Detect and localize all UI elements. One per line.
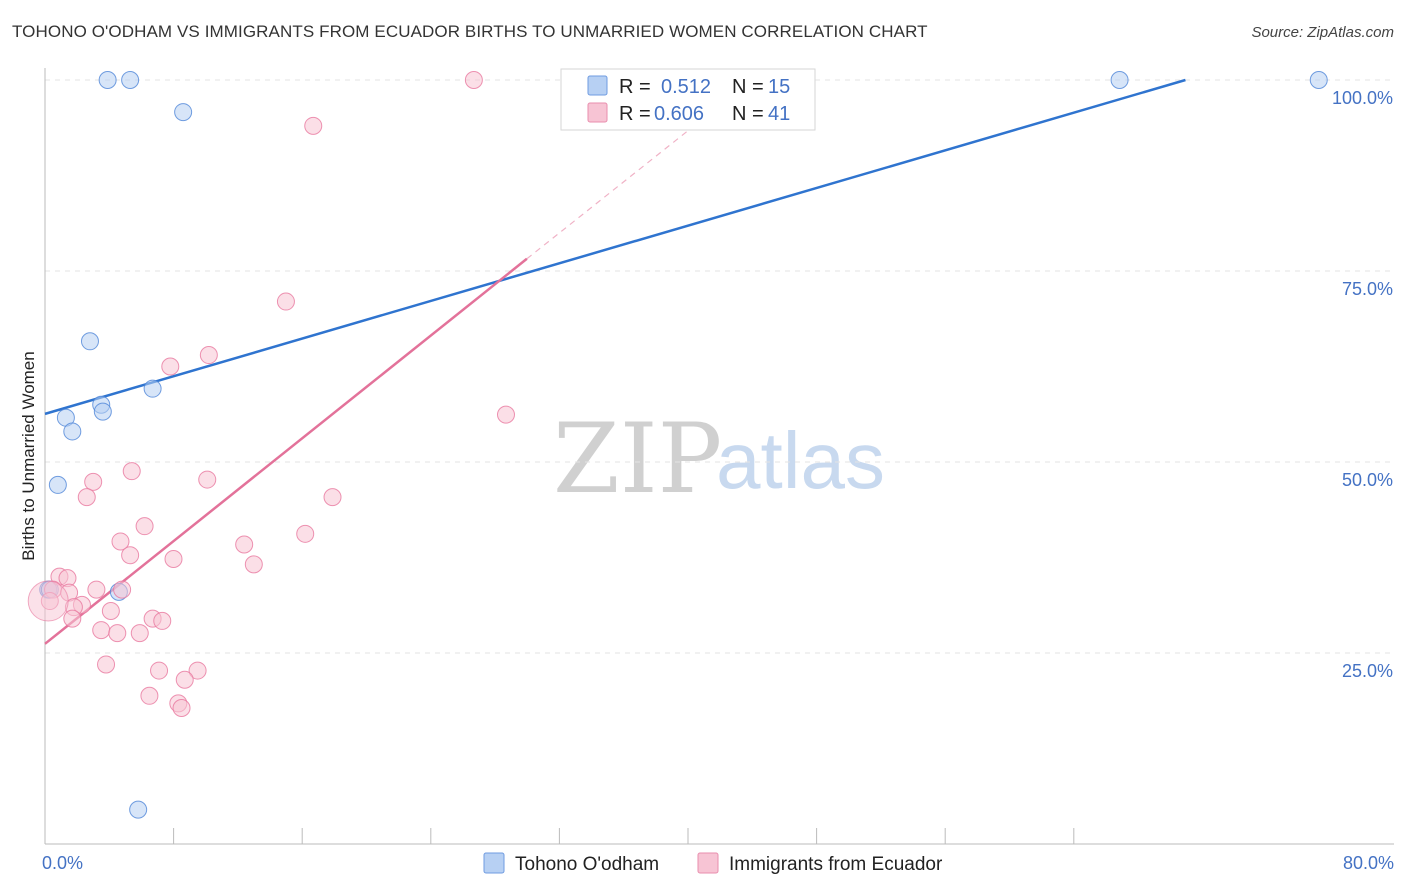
point-blue-13 xyxy=(129,800,148,819)
legend: R = 0.512 N = 15 R = 0.606 N = 41 xyxy=(560,68,816,131)
point-pink-0 xyxy=(464,71,483,89)
point-pink-7 xyxy=(84,472,103,491)
point-pink-15 xyxy=(121,546,140,565)
point-blue-1 xyxy=(121,71,140,89)
y-tick-label-3: 25.0% xyxy=(1342,661,1393,681)
legend-swatch-blue xyxy=(587,75,608,96)
legend-swatch-pink xyxy=(587,102,608,123)
axes xyxy=(44,68,1394,845)
point-pink-16 xyxy=(164,550,183,569)
point-pink-32 xyxy=(130,624,149,643)
point-pink-31 xyxy=(108,624,127,643)
point-blue-0 xyxy=(98,71,117,89)
point-pink-11 xyxy=(135,517,154,536)
points-immigrants-ecuador xyxy=(27,71,515,718)
y-axis-label: Births to Unmarried Women xyxy=(19,351,38,560)
watermark: ZIP atlas xyxy=(553,403,885,515)
point-blue-9 xyxy=(48,475,67,494)
point-pink-29 xyxy=(63,609,82,628)
y-tick-label-1: 75.0% xyxy=(1342,279,1393,299)
x-tick-label-left: 0.0% xyxy=(42,853,83,873)
point-pink-30 xyxy=(92,621,111,640)
y-tick-label-2: 50.0% xyxy=(1342,470,1393,490)
legend-r-value-pink: 0.606 xyxy=(654,103,704,125)
point-pink-1 xyxy=(304,116,323,135)
point-pink-34 xyxy=(97,655,116,674)
point-pink-14 xyxy=(235,535,254,554)
chart-source: Source: ZipAtlas.com xyxy=(1251,24,1394,41)
bottom-legend-swatch-blue xyxy=(483,852,505,874)
point-pink-10 xyxy=(323,488,342,507)
point-pink-13 xyxy=(111,532,130,551)
chart-title: TOHONO O'ODHAM VS IMMIGRANTS FROM ECUADO… xyxy=(12,22,928,41)
point-pink-35 xyxy=(150,661,169,680)
watermark-zip: ZIP xyxy=(553,403,722,515)
legend-n-value-pink: 41 xyxy=(768,103,790,125)
x-ticks xyxy=(173,828,1075,844)
trend-line-blue xyxy=(44,78,1186,416)
legend-r-value-blue: 0.512 xyxy=(661,76,711,98)
point-blue-15 xyxy=(1309,71,1328,89)
point-pink-cluster xyxy=(27,580,69,622)
legend-n-value-blue: 15 xyxy=(768,76,790,98)
point-pink-38 xyxy=(140,686,159,705)
watermark-atlas: atlas xyxy=(716,416,885,505)
bottom-legend-label-blue: Tohono O'odham xyxy=(515,854,659,875)
point-pink-26 xyxy=(101,601,120,620)
point-pink-22 xyxy=(87,580,106,599)
point-pink-8 xyxy=(198,470,217,489)
point-pink-12 xyxy=(296,524,315,543)
bottom-legend-swatch-pink xyxy=(697,852,719,874)
legend-n-label-pink: N = xyxy=(732,103,764,125)
point-blue-3 xyxy=(80,332,99,351)
point-blue-8 xyxy=(63,422,82,441)
point-pink-4 xyxy=(161,357,180,376)
point-blue-2 xyxy=(174,103,193,122)
point-blue-6 xyxy=(93,402,112,421)
point-pink-17 xyxy=(244,555,263,574)
point-blue-4 xyxy=(143,379,162,398)
point-pink-9 xyxy=(77,488,96,507)
point-pink-36 xyxy=(188,661,207,680)
legend-n-label-blue: N = xyxy=(732,76,764,98)
trend-line-pink xyxy=(44,257,528,645)
y-tick-label-0: 100.0% xyxy=(1332,88,1393,108)
point-pink-3 xyxy=(199,346,218,365)
y-tick-labels: 100.0% 75.0% 50.0% 25.0% xyxy=(1332,88,1393,681)
point-pink-2 xyxy=(276,292,295,311)
point-pink-28 xyxy=(153,611,172,630)
point-pink-23 xyxy=(113,580,132,599)
point-blue-14 xyxy=(1110,71,1129,89)
point-pink-5 xyxy=(496,405,515,424)
x-tick-label-right: 80.0% xyxy=(1343,853,1394,873)
point-pink-37 xyxy=(175,670,194,689)
point-pink-40 xyxy=(172,699,191,718)
point-pink-6 xyxy=(122,462,141,481)
legend-r-label-blue: R = xyxy=(619,76,651,98)
bottom-legend: Tohono O'odham Immigrants from Ecuador xyxy=(483,852,943,875)
legend-r-label-pink: R = xyxy=(619,103,651,125)
bottom-legend-label-pink: Immigrants from Ecuador xyxy=(729,854,943,875)
